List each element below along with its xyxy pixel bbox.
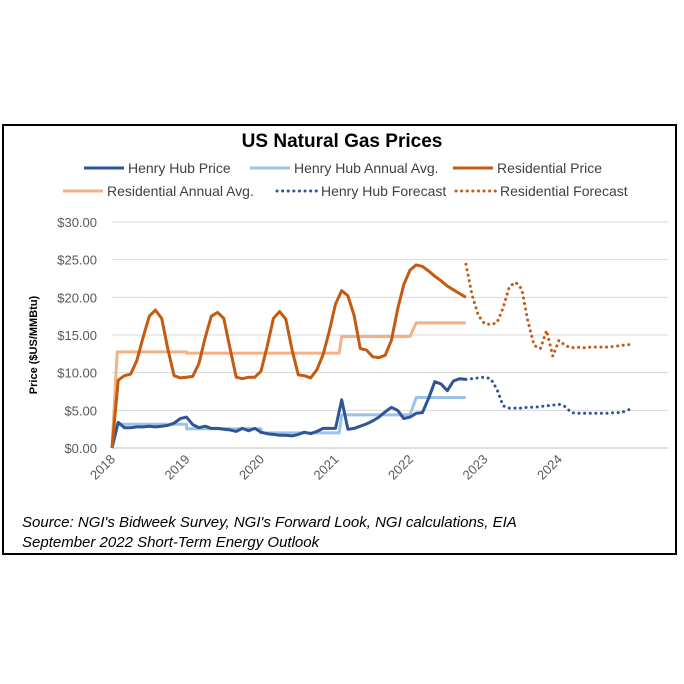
- x-tick-label: 2019: [162, 452, 193, 483]
- y-tick-label: $10.00: [57, 366, 97, 381]
- x-tick-label: 2020: [236, 452, 267, 483]
- legend: Henry Hub Price Henry Hub Annual Avg. Resi…: [63, 160, 628, 199]
- x-tick-label: 2022: [385, 452, 416, 483]
- legend-item: Henry Hub Annual Avg.: [250, 160, 439, 176]
- legend-label: Residential Annual Avg.: [107, 183, 254, 199]
- chart-frame: [2, 124, 677, 555]
- x-tick-label: 2023: [460, 452, 491, 483]
- series-line-henry-hub-forecast: [464, 375, 635, 415]
- y-tick-label: $0.00: [64, 441, 97, 456]
- legend-label: Henry Hub Price: [128, 160, 231, 176]
- legend-item: Residential Price: [453, 160, 602, 176]
- legend-label: Residential Price: [497, 160, 602, 176]
- legend-item: Residential Forecast: [454, 183, 628, 199]
- source-line-2: September 2022 Short-Term Energy Outlook: [22, 534, 320, 551]
- source-note: Source: NGI's Bidweek Survey, NGI's Forw…: [22, 513, 662, 553]
- x-tick-label: 2024: [534, 452, 565, 483]
- x-axis: 2018 2019 2020 2021 2022 2023 2024: [87, 452, 565, 483]
- legend-item: Residential Annual Avg.: [63, 183, 254, 199]
- y-tick-label: $15.00: [57, 328, 97, 343]
- legend-label: Residential Forecast: [500, 183, 628, 199]
- gridlines: [112, 221, 668, 449]
- y-axis-label: Price ($US/MMBtu): [28, 295, 40, 394]
- source-line-1: Source: NGI's Bidweek Survey, NGI's Forw…: [22, 514, 517, 531]
- series-line-residential-price: [110, 263, 467, 449]
- legend-item: Henry Hub Forecast: [275, 183, 446, 199]
- series-line-henry-hub-price: [110, 377, 467, 449]
- x-tick-label: 2021: [311, 452, 342, 483]
- chart-title: US Natural Gas Prices: [241, 131, 443, 152]
- legend-item: Henry Hub Price: [84, 160, 231, 176]
- y-tick-label: $30.00: [57, 215, 97, 230]
- series-line-residential-forecast: [464, 262, 635, 358]
- series-line-residential-annual-avg: [110, 321, 466, 449]
- y-tick-label: $25.00: [57, 253, 97, 268]
- series-lines: [110, 262, 635, 449]
- x-tick-label: 2018: [87, 452, 118, 483]
- y-axis: $0.00 $5.00 $10.00 $15.00 $20.00 $25.00 $30.00: [57, 215, 97, 456]
- legend-label: Henry Hub Forecast: [321, 183, 446, 199]
- legend-label: Henry Hub Annual Avg.: [294, 160, 439, 176]
- y-tick-label: $5.00: [64, 403, 97, 418]
- y-tick-label: $20.00: [57, 290, 97, 305]
- series-line-henry-hub-annual-avg: [110, 396, 466, 449]
